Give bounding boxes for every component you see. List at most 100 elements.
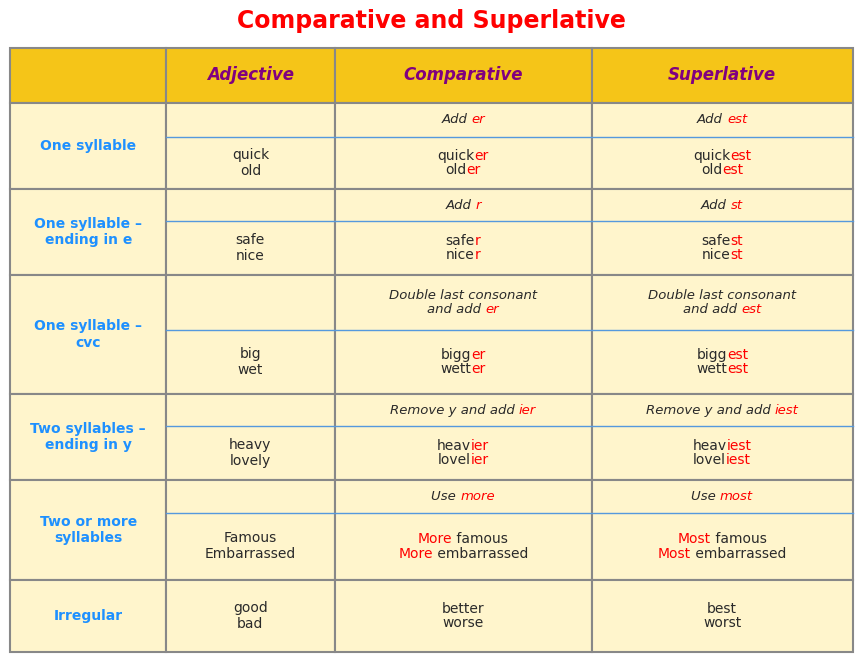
- Bar: [335, 480, 591, 579]
- Text: better: better: [442, 602, 484, 616]
- Bar: [167, 275, 335, 394]
- Text: r: r: [476, 199, 481, 212]
- Text: Double last consonant: Double last consonant: [389, 289, 537, 302]
- Text: and add: and add: [427, 303, 485, 316]
- Text: worst: worst: [703, 616, 741, 630]
- Text: most: most: [720, 490, 753, 503]
- Text: Irregular: Irregular: [54, 609, 123, 623]
- Text: bigg: bigg: [696, 348, 727, 361]
- Text: bigg: bigg: [441, 348, 471, 361]
- Text: heavy
lovely: heavy lovely: [230, 438, 272, 468]
- Text: famous: famous: [452, 532, 508, 546]
- Text: quick: quick: [438, 149, 475, 163]
- Text: safe: safe: [445, 234, 475, 248]
- Text: More: More: [418, 532, 452, 546]
- Text: and add: and add: [683, 303, 741, 316]
- Text: Double last consonant: Double last consonant: [648, 289, 797, 302]
- Text: heav: heav: [437, 439, 471, 453]
- Text: Superlative: Superlative: [668, 66, 776, 84]
- Text: er: er: [471, 113, 485, 126]
- Text: wett: wett: [696, 362, 727, 376]
- Text: est: est: [727, 113, 747, 126]
- Text: Add: Add: [701, 199, 731, 212]
- Bar: [167, 394, 335, 480]
- Text: st: st: [730, 248, 743, 262]
- Text: r: r: [475, 234, 481, 248]
- Text: embarrassed: embarrassed: [432, 547, 528, 561]
- Text: Use: Use: [432, 490, 460, 503]
- Bar: [335, 103, 591, 189]
- Bar: [10, 103, 167, 189]
- Text: One syllable: One syllable: [41, 139, 136, 153]
- Text: st: st: [730, 234, 743, 248]
- Text: more: more: [460, 490, 494, 503]
- Text: er: er: [485, 303, 499, 316]
- Text: nice: nice: [702, 248, 730, 262]
- Text: ier: ier: [471, 439, 489, 453]
- Bar: [10, 480, 167, 579]
- Text: heav: heav: [692, 439, 727, 453]
- Bar: [591, 189, 853, 275]
- Text: Remove y and add: Remove y and add: [646, 404, 775, 416]
- Bar: [335, 48, 591, 103]
- Text: Comparative: Comparative: [403, 66, 523, 84]
- Bar: [591, 48, 853, 103]
- Bar: [335, 394, 591, 480]
- Text: er: er: [475, 149, 488, 163]
- Bar: [10, 189, 167, 275]
- Text: est: est: [727, 348, 748, 361]
- Text: old: old: [445, 164, 467, 177]
- Bar: [167, 579, 335, 652]
- Text: iest: iest: [775, 404, 798, 416]
- Text: wett: wett: [440, 362, 471, 376]
- Text: lovel: lovel: [693, 453, 726, 467]
- Text: Most: Most: [677, 532, 711, 546]
- Text: est: est: [727, 362, 748, 376]
- Text: One syllable –
ending in e: One syllable – ending in e: [35, 216, 142, 247]
- Text: Most: Most: [658, 547, 691, 561]
- Text: worse: worse: [443, 616, 483, 630]
- Text: est: est: [741, 303, 761, 316]
- Text: Adjective: Adjective: [207, 66, 294, 84]
- Bar: [167, 189, 335, 275]
- Text: er: er: [471, 362, 486, 376]
- Text: er: er: [467, 164, 481, 177]
- Text: quick
old: quick old: [232, 148, 269, 178]
- Text: good
bad: good bad: [233, 600, 268, 631]
- Text: Add: Add: [445, 199, 476, 212]
- Bar: [591, 275, 853, 394]
- Text: est: est: [730, 149, 752, 163]
- Text: Two or more
syllables: Two or more syllables: [40, 515, 137, 545]
- Text: nice: nice: [446, 248, 475, 262]
- Text: More: More: [398, 547, 432, 561]
- Text: Use: Use: [691, 490, 720, 503]
- Text: lovel: lovel: [438, 453, 470, 467]
- Text: Famous
Embarrassed: Famous Embarrassed: [205, 531, 296, 561]
- Bar: [591, 480, 853, 579]
- Bar: [10, 48, 167, 103]
- Text: er: er: [471, 348, 486, 361]
- Text: Remove y and add: Remove y and add: [390, 404, 519, 416]
- Bar: [335, 275, 591, 394]
- Bar: [10, 579, 167, 652]
- Text: One syllable –
cvc: One syllable – cvc: [35, 319, 142, 350]
- Text: best: best: [707, 602, 737, 616]
- Text: safe: safe: [701, 234, 730, 248]
- Text: quick: quick: [693, 149, 730, 163]
- Bar: [167, 48, 335, 103]
- Text: safe
nice: safe nice: [236, 233, 265, 263]
- Bar: [591, 579, 853, 652]
- Text: ier: ier: [519, 404, 536, 416]
- Text: Two syllables –
ending in y: Two syllables – ending in y: [30, 422, 146, 452]
- Text: Add: Add: [697, 113, 727, 126]
- Text: iest: iest: [727, 439, 752, 453]
- Text: Comparative and Superlative: Comparative and Superlative: [237, 9, 626, 33]
- Bar: [167, 480, 335, 579]
- Bar: [10, 275, 167, 394]
- Text: est: est: [722, 164, 743, 177]
- Text: famous: famous: [711, 532, 766, 546]
- Bar: [591, 103, 853, 189]
- Text: st: st: [731, 199, 743, 212]
- Text: embarrassed: embarrassed: [691, 547, 786, 561]
- Bar: [335, 189, 591, 275]
